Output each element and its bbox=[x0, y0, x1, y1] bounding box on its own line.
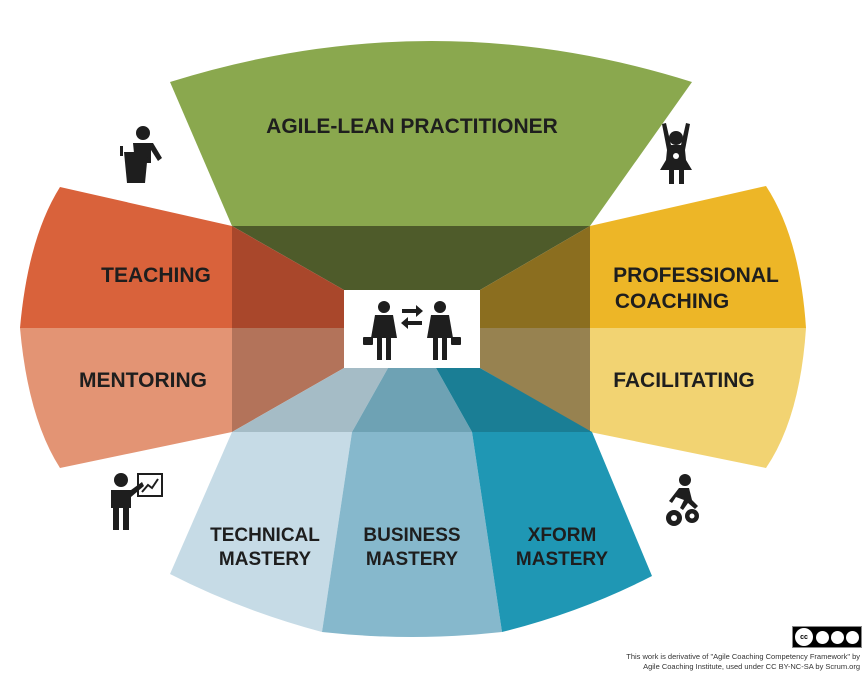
teaching-label: TEACHING bbox=[101, 264, 211, 287]
attribution-line-2: Agile Coaching Institute, used under CC … bbox=[643, 662, 860, 671]
cc-icon: cc bbox=[795, 628, 813, 646]
nc-icon bbox=[831, 630, 844, 644]
mentoring-label: MENTORING bbox=[79, 369, 207, 392]
facilitating-label: FACILITATING bbox=[613, 369, 755, 392]
cc-terms-icons bbox=[816, 630, 859, 644]
mentoring-segment bbox=[20, 328, 232, 468]
agile-lean-segment bbox=[170, 41, 692, 226]
facilitating-inner bbox=[480, 328, 590, 432]
xform-mastery-label-line1: XFORM bbox=[528, 525, 597, 546]
business-mastery-label-line2: MASTERY bbox=[366, 549, 459, 570]
teaching-segment bbox=[20, 187, 232, 328]
business-mastery-label-line1: BUSINESS bbox=[363, 525, 460, 546]
by-icon bbox=[816, 630, 829, 644]
center-box bbox=[344, 290, 480, 368]
technical-mastery-label-line1: TECHNICAL bbox=[210, 525, 320, 546]
business-mastery-inner bbox=[352, 368, 472, 432]
technical-mastery-label-line2: MASTERY bbox=[219, 549, 312, 570]
professional-coaching-label-line1: PROFESSIONAL bbox=[613, 264, 779, 287]
agile-lean-label: AGILE-LEAN PRACTITIONER bbox=[266, 115, 558, 138]
xform-mastery-inner bbox=[436, 368, 592, 432]
cc-license-badge[interactable]: cc bbox=[792, 626, 862, 648]
business-mastery-segment bbox=[322, 432, 502, 637]
two-people-exchange-icon bbox=[363, 301, 461, 360]
professional-coaching-inner bbox=[480, 226, 590, 328]
attribution-line-1: This work is derivative of "Agile Coachi… bbox=[626, 652, 860, 661]
agile-lean-inner bbox=[232, 226, 590, 290]
mentoring-inner bbox=[232, 328, 344, 432]
facilitating-segment bbox=[590, 328, 806, 468]
climber-gears-icon bbox=[666, 474, 699, 526]
teacher-podium-icon bbox=[120, 126, 162, 183]
technical-mastery-segment bbox=[170, 432, 352, 632]
superhero-icon bbox=[660, 123, 692, 184]
sa-icon bbox=[846, 630, 859, 644]
technical-mastery-inner bbox=[232, 368, 388, 432]
attribution-text: This work is derivative of "Agile Coachi… bbox=[560, 652, 860, 672]
xform-mastery-segment bbox=[472, 432, 652, 632]
professional-coaching-segment bbox=[590, 186, 806, 328]
professional-coaching-label-line2: COACHING bbox=[615, 290, 729, 313]
presenter-board-icon bbox=[111, 473, 163, 530]
xform-mastery-label-line2: MASTERY bbox=[516, 549, 609, 570]
teaching-inner bbox=[232, 226, 344, 328]
